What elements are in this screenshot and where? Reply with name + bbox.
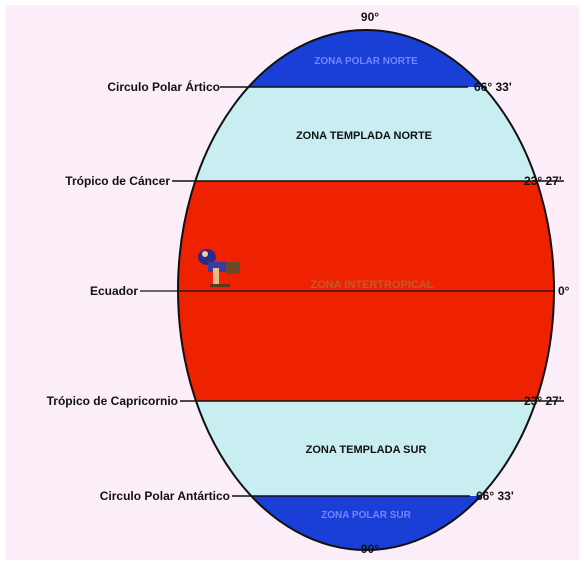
- south-polar-zone-label: ZONA POLAR SUR: [321, 510, 411, 521]
- globe-outline: [177, 29, 555, 551]
- north-pole-label: 90°: [361, 10, 379, 24]
- north-polar-zone-label: ZONA POLAR NORTE: [314, 56, 418, 67]
- tropic-of-capricorn-degree: 23° 27': [524, 394, 562, 408]
- antarctic-circle-name: Circulo Polar Antártico: [100, 489, 230, 503]
- south-pole-label: 90°: [361, 542, 379, 556]
- south-temperate-zone-label: ZONA TEMPLADA SUR: [306, 444, 427, 456]
- arctic-circle-name: Circulo Polar Ártico: [107, 79, 220, 94]
- north-temperate-zone-label: ZONA TEMPLADA NORTE: [296, 130, 432, 142]
- equator-name: Ecuador: [90, 284, 138, 298]
- south-temperate-band: [178, 401, 554, 496]
- antarctic-circle-degree: 66° 33': [476, 489, 514, 503]
- tropic-of-cancer-degree: 23° 27': [524, 174, 562, 188]
- person-sitting-icon: [198, 249, 240, 287]
- tropic-of-cancer-name: Trópico de Cáncer: [65, 174, 170, 188]
- arctic-circle-degree: 66° 33': [474, 80, 512, 94]
- equator-degree: 0°: [558, 284, 570, 298]
- intertropical-zone-label: ZONA INTERTROPICAL: [310, 279, 433, 291]
- north-temperate-band: [178, 87, 554, 181]
- tropic-of-capricorn-name: Trópico de Capricornio: [47, 394, 178, 408]
